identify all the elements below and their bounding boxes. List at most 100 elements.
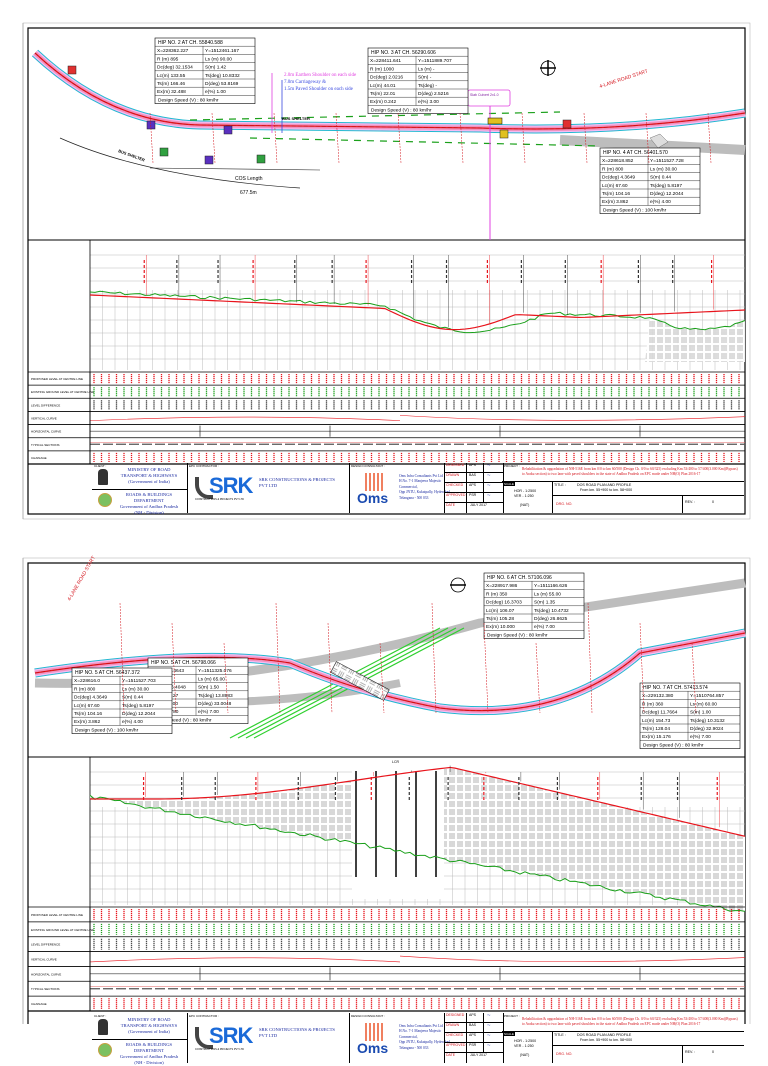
plan-view: COS Length 677.5m 2.0m Earthen Shoulder on…	[31, 37, 746, 240]
contractor-name-line: SRK CONSTRUCTIONS & PROJECTS	[259, 477, 335, 482]
chainage-tick	[587, 602, 593, 714]
hip-cell: X=228618.852	[602, 158, 634, 164]
emblem-icon	[98, 469, 108, 485]
hip-table: HIP NO. 5 AT CH. 56437.372 X=228616.0 Y=15…	[71, 667, 173, 734]
chainage-tick	[639, 622, 645, 714]
chainage-tick	[223, 642, 229, 714]
drawing-sheet: 4-LANE ROAD START HIP NO. 6 AT CH. 57106.…	[22, 555, 751, 1024]
band-label: HORIZONTAL CURVE	[31, 972, 61, 976]
drawing-number-box: DRG. NO.	[552, 1045, 683, 1063]
hip-cell: Dc(deg) 4.3649	[602, 175, 635, 181]
band-label: PROPOSED LEVEL AT CENTRE LINE	[31, 913, 83, 917]
hip-table: HIP NO. 4 AT CH. 56401.570 X=228618.852 Y=…	[599, 147, 701, 214]
signoff-name: APS	[467, 1013, 484, 1022]
barricade-icon	[487, 117, 503, 125]
signature-icon: ~	[487, 1043, 491, 1049]
hip-cell: Ts(deg) 13.8983	[198, 693, 233, 699]
hip-cell: D(deg) 12.2044	[650, 191, 684, 197]
band-label: HORIZONTAL CURVE	[31, 430, 61, 434]
consultant-box: DESIGN CONSULTANT : Oms Oms Infra Consul…	[349, 463, 450, 513]
road-start-label: 4-LANE ROAD START	[599, 69, 649, 90]
hip-cell: S(m) 1.35	[534, 600, 555, 606]
ministry-line: (Government of India)	[128, 479, 170, 484]
signoff-table: DESIGNED APS ~ DRAWN BAS ~ CHECKED APS ~…	[444, 463, 504, 513]
oms-logo-text: Oms	[357, 1040, 389, 1056]
signoff-row: APPROVED PSR ~	[445, 1043, 503, 1053]
department-line: ROADS & BUILDINGS DEPARTMENT	[125, 492, 173, 503]
junction-hatch	[649, 133, 669, 149]
project-box: PROJECT : Rehabilitation & upgradation o…	[502, 463, 744, 482]
fill-hatch	[645, 317, 745, 362]
hip-cell: Ts(deg) 5.8197	[650, 183, 682, 189]
hip-cell: X=228616.0	[74, 678, 100, 684]
ap-seal-icon	[98, 493, 112, 507]
hip-cell: e(%) 7.00	[198, 709, 219, 715]
scale-label: SCALE	[503, 1032, 515, 1036]
signoff-role: DATE	[445, 1053, 467, 1063]
hip-cell: Lc(m) 67.60	[74, 703, 100, 709]
contractor-label: EPC CONTRACTOR :	[189, 464, 219, 468]
road-sign-icon	[223, 125, 233, 135]
hip-cell: Ts(deg) 10.4732	[534, 608, 569, 614]
hip-cell: Ls (m) -	[418, 66, 435, 72]
chainage-tick	[691, 642, 697, 714]
scale-vertical: VER - 1:250	[514, 494, 534, 498]
hip-cell: e(%) 1.00	[205, 89, 226, 95]
srk-logo-subtitle: CONSTRUCTIONS & PROJECTS PVT LTD	[195, 498, 244, 501]
hip-cell: Ts(deg) 5.8197	[122, 703, 154, 709]
signoff-name: APS	[467, 1033, 484, 1042]
chainage-tick	[119, 602, 125, 714]
hip-cell: Ts(m) 128.04	[642, 726, 670, 732]
culvert-note: Slab Culvert 2x1.0	[470, 93, 499, 97]
hip-cell: R (m) 1000	[370, 66, 394, 72]
hip-cell: D(deg) 26.8625	[534, 616, 568, 622]
srk-swoosh-icon	[195, 477, 213, 499]
chainage-tick	[275, 602, 281, 714]
hip-cell: Dc(deg) 16.3703	[486, 600, 522, 606]
address-line: H.No. 7-1 Manjeera Majestic	[399, 479, 442, 484]
hip-table-title: HIP NO. 2 AT CH. 55840.588	[158, 40, 223, 46]
hip-cell: X=228917.986	[486, 583, 518, 589]
drawing-subtitle: From km. 55+900 to km. 58+000	[580, 1038, 633, 1042]
road-start-label: 4-LANE ROAD START	[67, 555, 98, 602]
signoff-name: BAS	[467, 473, 484, 482]
chainage-tick	[211, 112, 216, 164]
address-line: Telangana - 500 033	[399, 495, 429, 500]
srk-logo-text: SRK	[209, 1023, 253, 1048]
hip-table-title: HIP NO. 5 AT CH. 56798.066	[151, 660, 216, 666]
revision-value: 0	[712, 1050, 714, 1054]
contractor-name: SRK CONSTRUCTIONS & PROJECTS PVT LTD	[259, 477, 347, 489]
hip-cell: Ts(m) 22.01	[370, 91, 396, 97]
hip-cell: e(%) 4.00	[122, 719, 143, 725]
signoff-row: DATE JULY 2017	[445, 1053, 503, 1063]
hip-design-speed: Design Speed (V) : 80 km/hr	[643, 742, 704, 748]
contractor-name-line: PVT LTD	[259, 1033, 278, 1038]
ministry-line: MINISTRY OF ROAD	[127, 467, 171, 472]
hip-cell: Ts(m) 104.16	[74, 711, 102, 717]
signoff-role: CHECKED	[445, 1033, 467, 1042]
bridge-span	[352, 769, 444, 899]
chainage-tick	[645, 112, 650, 164]
hip-design-speed: Design Speed (V) : 80 km/hr	[158, 97, 219, 103]
signature-icon: ~	[487, 483, 491, 489]
hip-cell: R (m) 800	[602, 166, 624, 172]
signoff-name: APS	[467, 463, 484, 472]
consultant-address: Oms Infra Consultants Pvt Ltd H.No. 7-1 …	[399, 474, 469, 501]
signoff-role: DESIGNED	[445, 1013, 467, 1022]
scale-box: SCALE HOR - 1:2500 VER - 1:250 (NAT)	[502, 1031, 553, 1063]
chainage-tick	[379, 642, 385, 714]
sheet-border	[27, 27, 746, 515]
hip-cell: Y=1511325.076	[198, 668, 232, 674]
signoff-role: DATE	[445, 503, 467, 513]
signoff-row: DRAWN BAS ~	[445, 473, 503, 483]
hip-cell: S(m) 1.42	[205, 65, 226, 71]
hip-table: HIP NO. 2 AT CH. 55840.588 X=228362.227 Y=…	[154, 37, 256, 104]
hip-cell: Ls (m) 60.00	[690, 701, 717, 707]
signoff-name: APS	[467, 483, 484, 492]
road-sign-icon	[67, 65, 77, 75]
title-label: TITLE :	[554, 1033, 566, 1037]
hip-table: HIP NO. 3 AT CH. 56290.606 X=228411.641 Y=…	[367, 47, 469, 114]
signature-icon: ~	[487, 1023, 491, 1029]
hip-table: HIP NO. 6 AT CH. 57106.096 X=228917.986 Y=…	[483, 572, 585, 639]
hip-cell: S(m) 1.50	[198, 685, 219, 691]
